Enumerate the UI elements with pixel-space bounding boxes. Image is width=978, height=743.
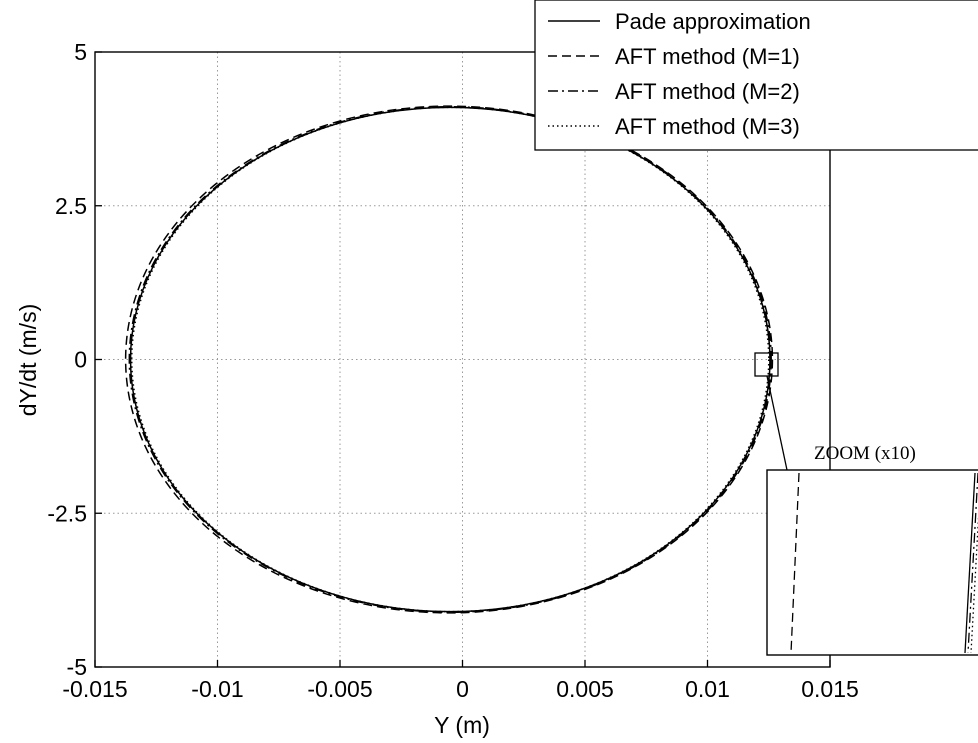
y-axis-label: dY/dt (m/s) <box>15 304 41 416</box>
x-tick-label: 0 <box>456 676 469 702</box>
y-tick-label: 2.5 <box>55 193 87 219</box>
ticks: -0.015 -0.01 -0.005 0 0.005 0.01 0.015 5 2.5 0 -2.… <box>47 39 858 702</box>
zoom-inset-frame <box>766 469 978 656</box>
curves <box>124 105 774 614</box>
zoom-label: ZOOM (x10) <box>814 443 916 464</box>
legend-entry-label: Pade approximation <box>615 9 811 34</box>
y-tick-label: -5 <box>67 654 87 680</box>
y-tick-label: 0 <box>74 347 87 373</box>
zoom-inset-curve <box>964 472 976 654</box>
x-tick-label: 0.005 <box>556 676 614 702</box>
zoom-marker-box <box>754 352 779 377</box>
zoom-connector-line <box>766 375 788 471</box>
x-tick-label: -0.015 <box>62 676 127 702</box>
y-tick-label: -2.5 <box>47 500 87 526</box>
zoom-inset-curves <box>790 472 978 654</box>
zoom-inset-curve <box>970 515 978 654</box>
series-curve <box>131 106 770 613</box>
x-tick-label: -0.005 <box>307 676 372 702</box>
legend-entry-label: AFT method (M=3) <box>615 114 800 139</box>
x-tick-label: 0.01 <box>685 676 730 702</box>
x-tick-label: -0.01 <box>191 676 243 702</box>
zoom-inset: ZOOM (x10) <box>766 443 978 656</box>
legend-box <box>534 0 978 151</box>
series-curve <box>129 106 771 613</box>
legend-entry-label: AFT method (M=2) <box>615 79 800 104</box>
y-tick-label: 5 <box>74 39 87 65</box>
series-curve <box>128 105 772 614</box>
x-tick-label: 0.015 <box>801 676 859 702</box>
legend: Pade approximation AFT method (M=1) AFT me… <box>534 0 978 151</box>
legend-entry-label: AFT method (M=1) <box>615 44 800 69</box>
zoom-inset-curve <box>790 472 800 654</box>
x-axis-label: Y (m) <box>434 712 490 738</box>
